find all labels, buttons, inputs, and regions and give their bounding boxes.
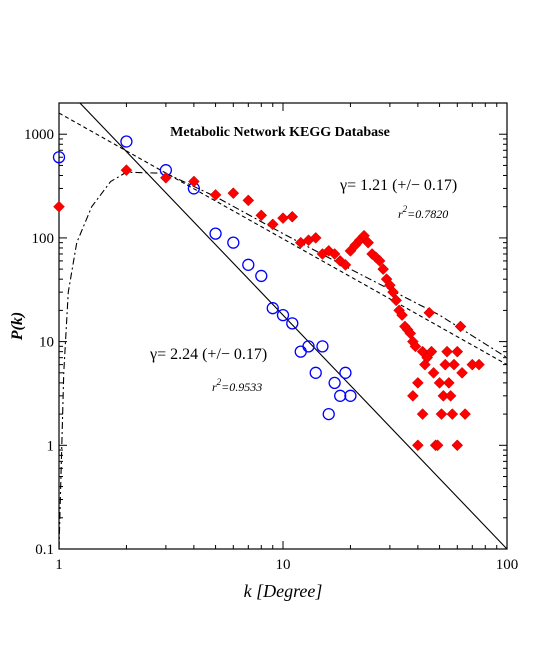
diamond-point xyxy=(416,408,429,420)
diamond-point xyxy=(427,366,440,379)
annotation-r2-top: r2=0.7820 xyxy=(398,204,448,221)
y-tick-label: 100 xyxy=(32,231,55,247)
r2-bottom-sup: 2 xyxy=(217,377,222,387)
diamond-point xyxy=(53,200,65,213)
diamond-point xyxy=(423,306,436,319)
data-marks xyxy=(52,135,485,452)
fit-line-solid xyxy=(79,103,507,549)
circle-point xyxy=(227,236,240,249)
diamond-point xyxy=(362,236,375,249)
r2-top-base: r xyxy=(398,207,403,221)
r2-top-sup: 2 xyxy=(403,204,408,214)
diamond-point xyxy=(444,389,457,402)
r2-top-value: =0.7820 xyxy=(407,207,448,221)
diamond-point xyxy=(120,164,133,177)
circle-point xyxy=(276,308,290,322)
fit-line-dashed xyxy=(59,112,507,366)
y-tick-label: 0.1 xyxy=(35,542,54,558)
diamond-point xyxy=(255,209,268,222)
diamond-point xyxy=(425,345,438,358)
fit-line-dash-dot xyxy=(59,171,507,549)
diamond-point xyxy=(441,345,453,358)
diamond-point xyxy=(451,345,464,358)
circle-point xyxy=(294,345,307,358)
diamond-point xyxy=(433,377,446,389)
diamond-point xyxy=(454,320,467,333)
diamond-point xyxy=(473,358,485,371)
x-axis-label: k [Degree] xyxy=(244,581,323,601)
circle-point xyxy=(328,376,341,390)
annotation-gamma-bottom: γ= 2.24 (+/− 0.17) xyxy=(149,346,267,363)
circle-point xyxy=(339,366,352,379)
diamond-point xyxy=(339,258,352,271)
circle-point xyxy=(286,317,299,330)
diamond-point xyxy=(209,189,222,201)
diamond-point xyxy=(227,187,240,200)
circle-point xyxy=(302,340,315,353)
circle-point xyxy=(209,227,222,240)
diamond-point xyxy=(396,309,408,321)
diamond-point xyxy=(407,389,419,402)
circle-point xyxy=(316,340,329,353)
circle-point xyxy=(344,389,357,402)
diamond-point xyxy=(412,377,424,389)
circle-point xyxy=(322,407,335,421)
y-axis-label: P(k) xyxy=(9,312,26,341)
circle-point xyxy=(120,135,133,148)
diamond-point xyxy=(442,377,455,389)
diamond-point xyxy=(456,366,468,379)
diamond-point xyxy=(439,358,452,371)
diamond-point xyxy=(446,408,459,420)
diamond-point xyxy=(431,439,444,452)
diamond-point xyxy=(160,171,172,184)
circle-point xyxy=(266,302,279,315)
annotation-r2-bottom: r2=0.9533 xyxy=(212,377,262,394)
circle-point xyxy=(52,151,66,164)
diamond-point xyxy=(409,340,422,353)
diamond-point xyxy=(448,358,460,371)
diamond-point xyxy=(377,263,390,275)
circle-point xyxy=(309,366,322,379)
diamond-point xyxy=(286,210,299,223)
r2-bottom-value: =0.9533 xyxy=(221,380,262,394)
y-tick-label: 10 xyxy=(39,335,54,351)
circle-point xyxy=(255,269,268,283)
x-tick-label: 10 xyxy=(276,557,291,573)
diamond-point xyxy=(435,408,448,420)
diamond-point xyxy=(373,255,386,267)
y-tick-label: 1 xyxy=(47,438,55,454)
circle-point xyxy=(242,258,255,271)
diamond-point xyxy=(328,248,341,260)
diamond-point xyxy=(459,408,471,420)
circle-point xyxy=(334,389,347,402)
r2-bottom-base: r xyxy=(212,380,217,394)
diamond-point xyxy=(188,175,200,188)
diamond-point xyxy=(412,439,424,452)
diamond-point xyxy=(242,194,255,207)
diamond-point xyxy=(309,232,322,244)
diamond-point xyxy=(390,294,403,307)
diamond-point xyxy=(266,218,279,231)
x-tick-label: 1 xyxy=(55,557,63,573)
annotation-gamma-top: γ= 1.21 (+/− 0.17) xyxy=(339,177,457,194)
y-tick-label: 1000 xyxy=(24,127,54,143)
diamond-point xyxy=(277,212,289,225)
diamond-point xyxy=(451,439,464,452)
x-tick-label: 100 xyxy=(496,557,519,573)
chart-title: Metabolic Network KEGG Database xyxy=(170,125,390,140)
